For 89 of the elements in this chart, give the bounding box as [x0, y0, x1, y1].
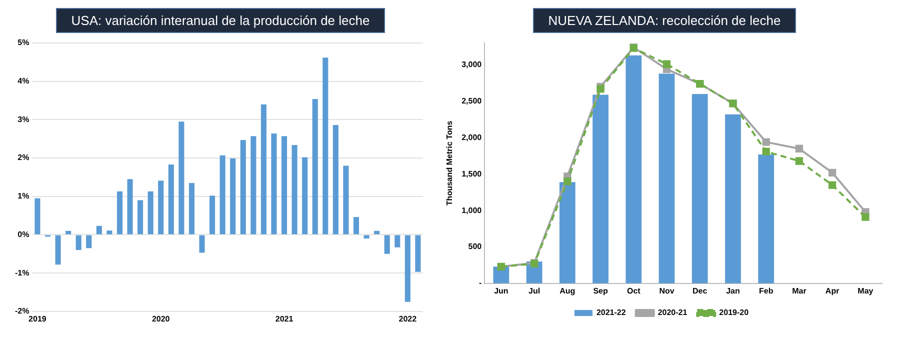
point — [564, 178, 572, 186]
x-tick-label: 2020 — [152, 314, 170, 324]
x-tick-label: 2022 — [398, 314, 418, 324]
y-tick-label: 3% — [18, 114, 30, 124]
y-tick-label: 3,000 — [462, 60, 482, 70]
point — [828, 181, 836, 189]
x-tick-label: Oct — [626, 286, 641, 296]
x-tick-label: Nov — [659, 286, 675, 296]
bar — [34, 198, 40, 234]
x-tick-label: Sep — [593, 286, 608, 296]
bar — [559, 182, 576, 284]
x-tick-label: Apr — [825, 286, 840, 296]
bar — [384, 235, 390, 254]
bar — [199, 235, 205, 253]
point — [828, 168, 836, 176]
bar — [178, 122, 184, 234]
legend-label: 2021-22 — [596, 308, 626, 318]
bar — [404, 235, 410, 302]
y-tick-label: - — [478, 278, 482, 288]
point — [795, 144, 804, 152]
bar — [281, 136, 288, 234]
y-tick-label: 2,500 — [462, 96, 482, 106]
bar — [758, 154, 774, 284]
x-tick-label: Dec — [692, 286, 708, 296]
bar — [271, 133, 277, 234]
bar — [168, 164, 174, 234]
x-tick-label: Mar — [792, 286, 806, 296]
bar — [302, 157, 308, 234]
bar — [220, 155, 226, 234]
y-tick-label: 2,000 — [462, 132, 482, 142]
bar — [138, 200, 144, 234]
y-tick-label: -2% — [14, 306, 30, 316]
bar — [322, 58, 328, 234]
y-tick-label: 4% — [18, 76, 30, 86]
x-tick-label: 2021 — [275, 314, 294, 324]
bar — [626, 55, 642, 284]
x-tick-label: May — [858, 286, 874, 296]
bar — [209, 196, 216, 234]
y-tick-label: 5% — [18, 38, 30, 48]
bar — [116, 191, 122, 234]
bar — [260, 104, 266, 234]
x-tick-label: Jul — [528, 286, 540, 296]
legend-label: 2019-20 — [719, 308, 750, 318]
y-tick-label: 0% — [18, 230, 30, 239]
point — [662, 60, 671, 68]
bar — [96, 226, 102, 234]
bar — [86, 235, 92, 248]
bar — [188, 182, 194, 234]
bar — [106, 230, 112, 234]
bar — [364, 235, 370, 239]
bar — [592, 94, 608, 284]
point — [762, 138, 770, 146]
y-tick-label: 500 — [468, 242, 482, 252]
bar — [158, 180, 164, 234]
bar — [658, 74, 675, 284]
x-tick-label: 2019 — [28, 314, 47, 324]
point — [762, 148, 770, 156]
y-tick-label: 1,000 — [462, 206, 482, 215]
chart-title: USA: variación interanual de la producción de leche — [56, 8, 385, 33]
x-tick-label: Aug — [560, 286, 576, 296]
bar — [415, 235, 421, 272]
point — [596, 85, 604, 93]
y-tick-label: -1% — [14, 268, 30, 278]
point — [795, 157, 804, 165]
bar — [332, 125, 338, 234]
bar — [353, 217, 360, 234]
x-tick-label: Jan — [726, 286, 740, 296]
bar — [55, 235, 61, 265]
y-tick-label: 2% — [18, 153, 30, 162]
y-tick-label: 1,500 — [462, 169, 482, 178]
x-tick-label: Jun — [494, 286, 508, 296]
bar — [148, 191, 154, 234]
y-tick-label: 1% — [18, 192, 30, 201]
point — [862, 213, 870, 221]
bar — [312, 98, 318, 234]
x-tick-label: Feb — [758, 286, 774, 296]
bar — [692, 94, 708, 284]
bar — [127, 179, 133, 234]
y-axis-title: Thousand Metric Tons — [445, 120, 454, 206]
bar — [292, 144, 298, 234]
bar — [76, 235, 82, 250]
bar — [725, 114, 741, 284]
bar — [240, 140, 246, 234]
bar — [230, 158, 236, 234]
bar — [250, 136, 256, 234]
bar — [343, 166, 349, 234]
bar — [394, 235, 400, 248]
chart-title: NUEVA ZELANDA: recolección de leche — [533, 8, 796, 33]
legend-label: 2020-21 — [658, 308, 688, 318]
